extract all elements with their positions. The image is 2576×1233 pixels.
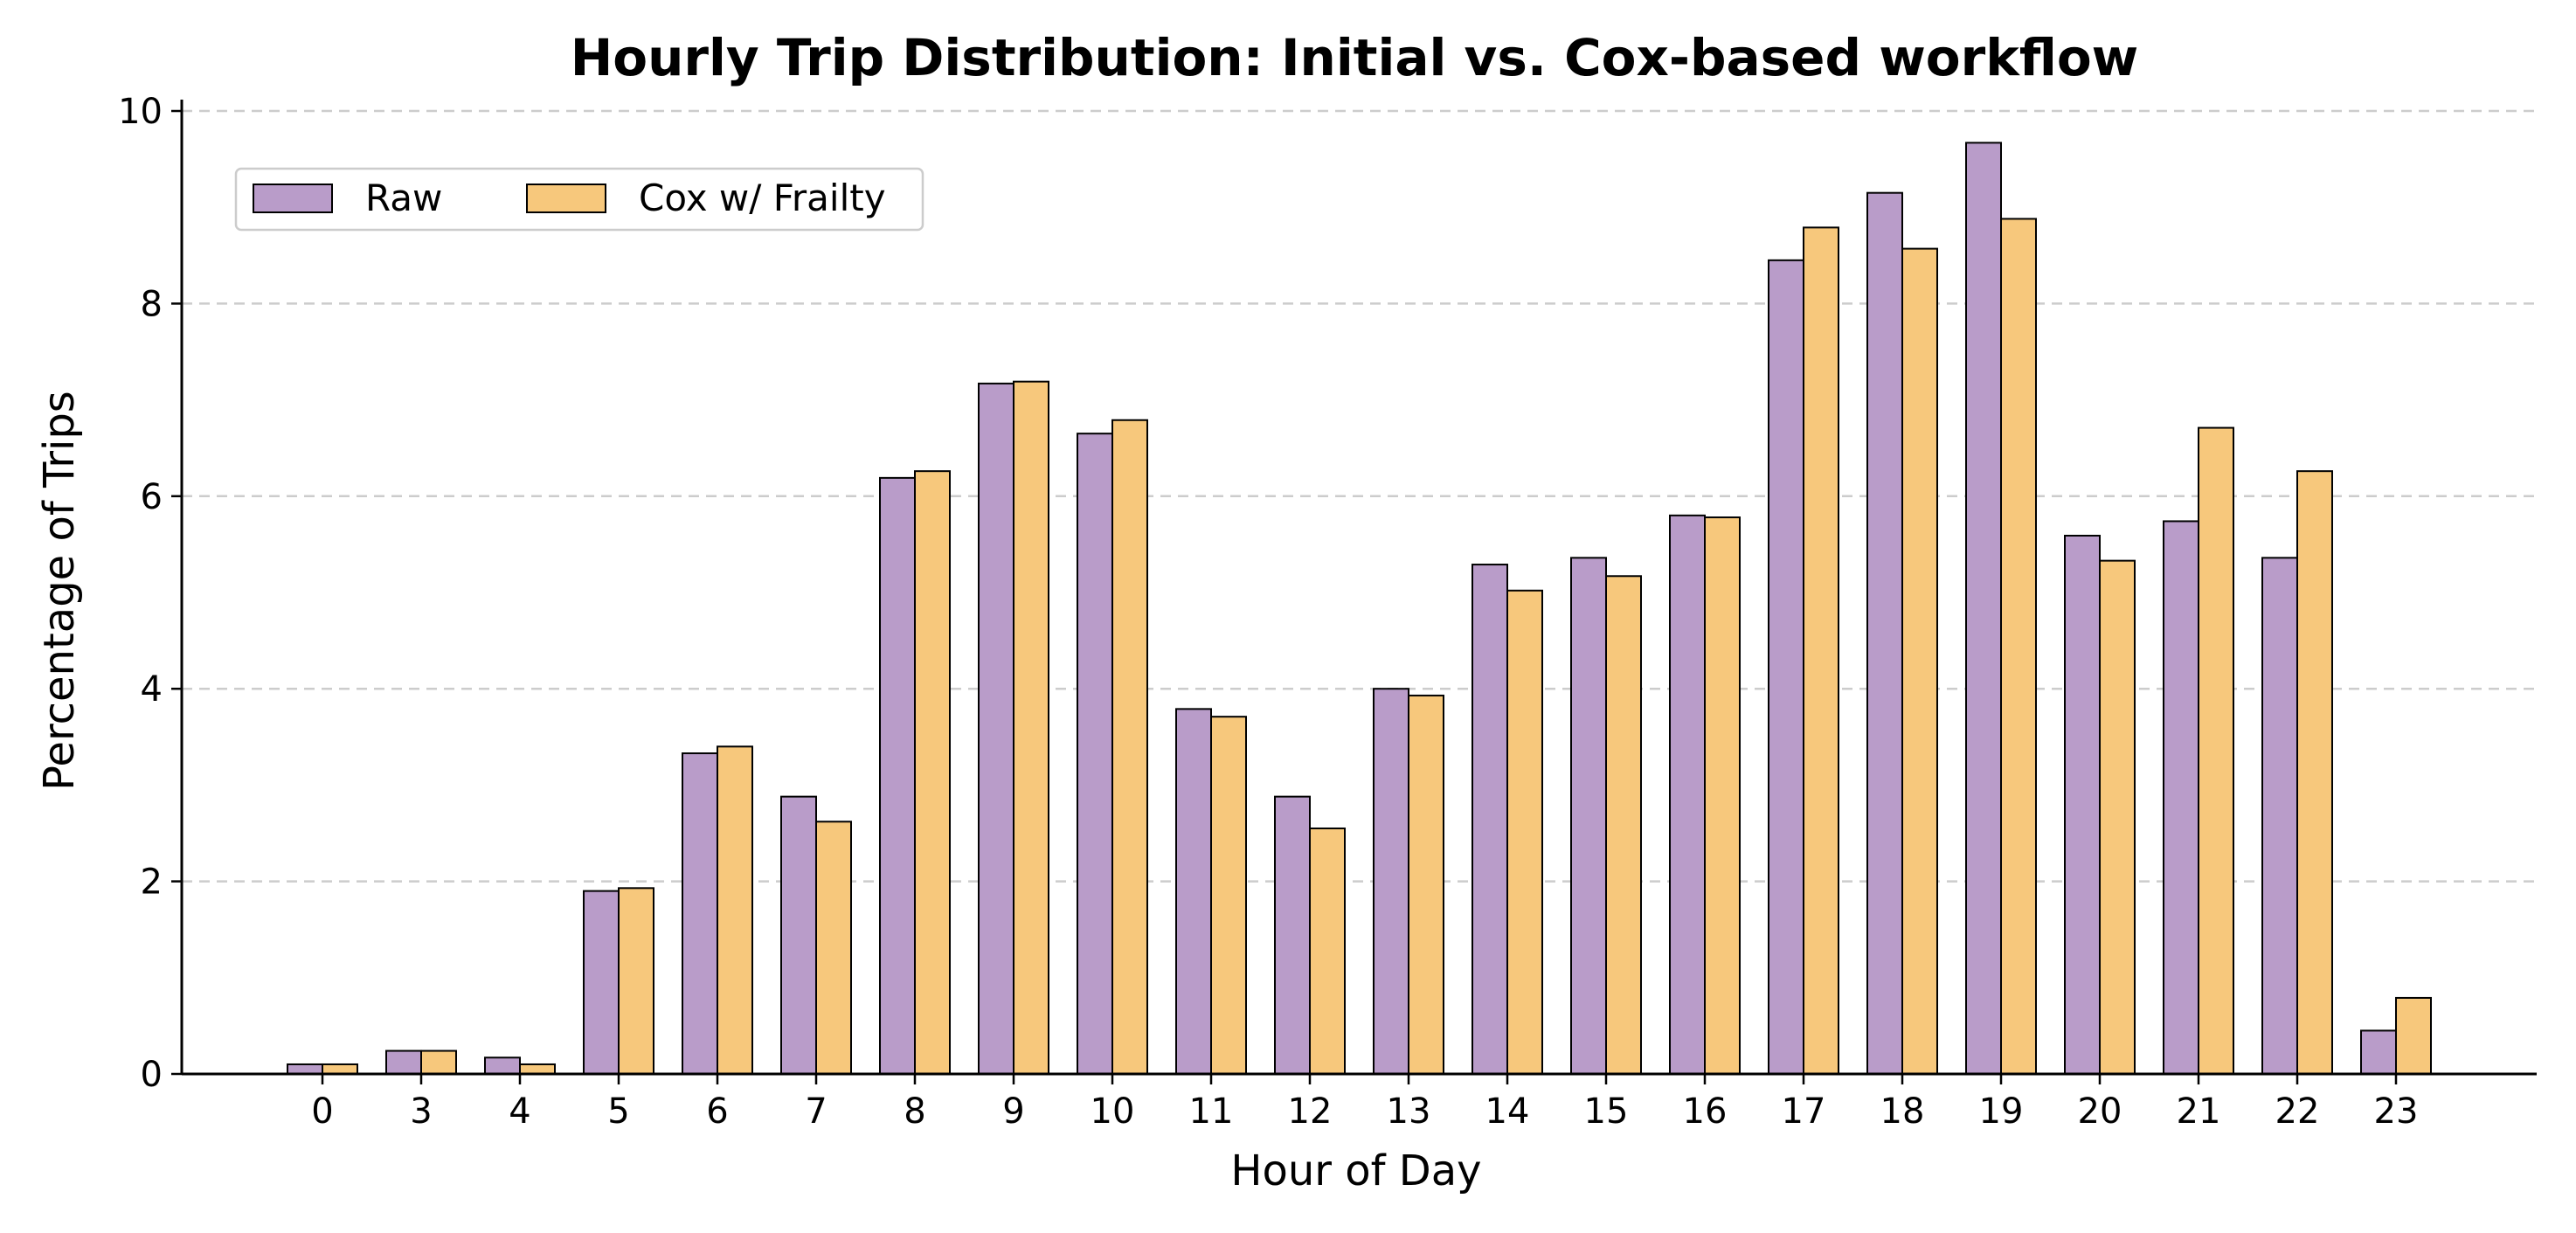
bar-raw-hour-13 (1373, 688, 1409, 1076)
bar-cox-frailty-hour-23 (2395, 996, 2432, 1076)
y-tick-label: 6 (141, 477, 163, 517)
legend-swatch-raw (253, 184, 333, 213)
bar-cox-frailty-hour-6 (717, 745, 753, 1075)
bar-raw-hour-19 (1965, 142, 2002, 1076)
bar-cox-frailty-hour-12 (1309, 827, 1346, 1075)
grid-lines (182, 109, 2537, 883)
bar-raw-hour-21 (2163, 520, 2199, 1075)
y-tick-label: 4 (141, 669, 163, 710)
bar-cox-frailty-hour-5 (618, 887, 654, 1075)
x-tick-label: 19 (1979, 1091, 2024, 1132)
x-tick-label: 20 (2078, 1091, 2122, 1132)
x-tick-label: 0 (311, 1091, 333, 1132)
bar-raw-hour-22 (2261, 557, 2298, 1075)
chart-title: Hourly Trip Distribution: Initial vs. Co… (571, 28, 2139, 87)
bar-cox-frailty-hour-21 (2198, 426, 2234, 1075)
x-tick-label: 21 (2177, 1091, 2221, 1132)
bar-cox-frailty-hour-15 (1605, 575, 1642, 1075)
bar-cox-frailty-hour-18 (1901, 247, 1938, 1075)
bar-raw-hour-11 (1175, 708, 1212, 1075)
bar-cox-frailty-hour-22 (2296, 470, 2333, 1075)
y-tick-label: 2 (141, 862, 163, 903)
bar-raw-hour-8 (879, 476, 916, 1075)
bar-raw-hour-0 (287, 1063, 323, 1076)
bar-cox-frailty-hour-8 (914, 470, 951, 1075)
legend-label-cox-frailty: Cox w/ Frailty (639, 177, 886, 219)
legend-label-raw: Raw (365, 177, 442, 219)
bar-raw-hour-6 (682, 752, 718, 1075)
bar-cox-frailty-hour-14 (1506, 589, 1543, 1075)
x-tick-label: 10 (1091, 1091, 1135, 1132)
x-tick-label: 9 (1002, 1091, 1024, 1132)
bar-raw-hour-15 (1570, 557, 1607, 1075)
bar-raw-hour-3 (385, 1049, 422, 1076)
x-tick-label: 15 (1584, 1091, 1629, 1132)
bar-cox-frailty-hour-0 (322, 1063, 358, 1076)
axes (180, 100, 2537, 1076)
bar-raw-hour-4 (484, 1056, 521, 1076)
x-tick-label: 8 (904, 1091, 925, 1132)
bar-raw-hour-17 (1768, 259, 1804, 1075)
y-tick-label: 10 (118, 92, 163, 132)
legend-swatch-cox-frailty (526, 184, 606, 213)
y-tick-label: 8 (141, 284, 163, 324)
bar-cox-frailty-hour-10 (1111, 419, 1148, 1075)
bar-cox-frailty-hour-11 (1210, 716, 1247, 1075)
bar-cox-frailty-hour-20 (2099, 559, 2136, 1075)
bar-cox-frailty-hour-7 (815, 821, 852, 1075)
bar-cox-frailty-hour-3 (420, 1049, 457, 1076)
bars (287, 142, 2432, 1076)
x-tick-label: 22 (2275, 1091, 2320, 1132)
ticks: 0 2 4 6 8 10 0 3 4 5 6 7 8 9 10 11 12 13 14 15 16 17 18 19 20 21 2… (118, 92, 2418, 1132)
x-tick-label: 12 (1288, 1091, 1333, 1132)
bar-raw-hour-9 (978, 382, 1014, 1075)
x-tick-label: 11 (1189, 1091, 1234, 1132)
bar-cox-frailty-hour-9 (1013, 380, 1049, 1076)
bar-cox-frailty-hour-4 (519, 1063, 556, 1076)
bar-raw-hour-10 (1077, 433, 1113, 1075)
x-tick-label: 7 (805, 1091, 827, 1132)
x-tick-label: 13 (1387, 1091, 1431, 1132)
x-tick-label: 14 (1485, 1091, 1530, 1132)
y-axis-label: Percentage of Trips (35, 391, 84, 791)
bar-raw-hour-20 (2064, 534, 2101, 1075)
bar-raw-hour-18 (1866, 191, 1903, 1076)
bar-cox-frailty-hour-13 (1408, 694, 1444, 1075)
bar-raw-hour-16 (1669, 514, 1706, 1075)
bar-cox-frailty-hour-16 (1704, 516, 1741, 1075)
bar-raw-hour-23 (2360, 1029, 2397, 1075)
bar-raw-hour-7 (780, 795, 817, 1075)
x-axis-label: Hour of Day (1230, 1146, 1481, 1195)
x-tick-label: 16 (1683, 1091, 1728, 1132)
bar-raw-hour-5 (583, 890, 620, 1076)
x-tick-label: 5 (607, 1091, 629, 1132)
bar-cox-frailty-hour-19 (2000, 218, 2037, 1075)
bar-cox-frailty-hour-17 (1803, 226, 1839, 1075)
x-tick-label: 3 (410, 1091, 432, 1132)
y-tick-label: 0 (141, 1055, 163, 1095)
x-tick-label: 17 (1782, 1091, 1826, 1132)
bar-raw-hour-14 (1472, 564, 1508, 1075)
x-tick-label: 18 (1880, 1091, 1925, 1132)
x-tick-label: 6 (706, 1091, 728, 1132)
legend: Raw Cox w/ Frailty (234, 167, 924, 232)
bar-raw-hour-12 (1274, 795, 1311, 1075)
x-tick-label: 4 (509, 1091, 530, 1132)
x-tick-label: 23 (2374, 1091, 2419, 1132)
